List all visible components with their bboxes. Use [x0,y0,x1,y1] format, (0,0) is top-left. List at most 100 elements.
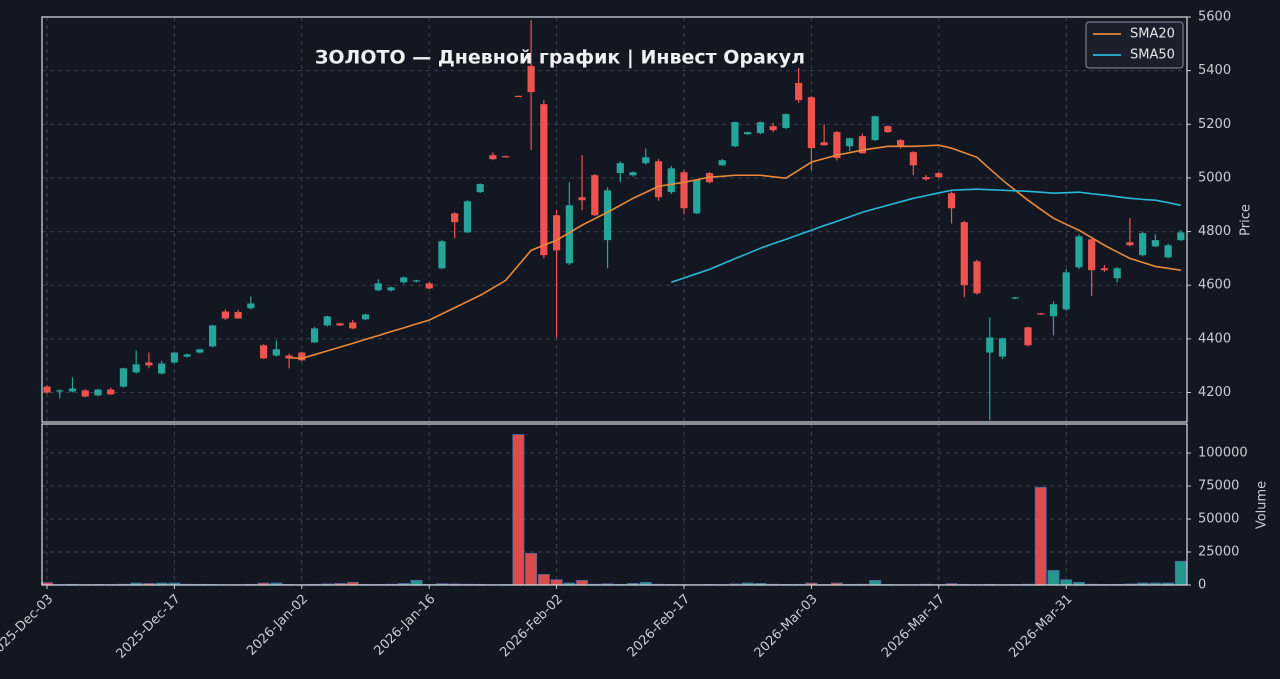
candle-body [158,363,166,374]
candle-body [795,82,803,101]
candle-body [565,205,573,264]
candle-body [553,215,561,251]
candle-body [1062,272,1070,310]
volume-tick-label: 75000 [1198,479,1239,494]
candle-body [731,122,739,147]
price-panel-frame [41,16,1188,423]
candle-body [234,312,242,319]
candle-body [1011,297,1019,299]
candle-body [693,180,701,214]
candle-body [591,175,599,216]
candle-body [629,172,637,176]
candle-body [387,287,395,291]
candle-body [361,314,370,320]
y-axis-label: Price [1239,204,1254,236]
candle-body [514,95,522,98]
candle-body [1126,242,1134,246]
candle-body [896,140,905,147]
sma-line [671,188,1182,284]
candle-body [1151,240,1159,247]
candle-body [425,283,433,289]
volume-panel-frame [41,423,1188,586]
candle-body [247,303,255,309]
candle-body [807,97,815,149]
candle-body [922,177,930,180]
candle-body [744,132,752,135]
y-tick-label: 5400 [1198,63,1231,78]
candle-body [1100,268,1109,271]
candle-body [935,173,943,178]
candle-body [209,325,217,347]
candle-body [107,389,115,395]
candle-body [170,352,178,363]
candle-body [1177,232,1185,241]
candle-body [349,322,357,329]
candle-body [94,389,102,396]
candle-body [272,349,280,356]
legend-label: SMA50 [1130,48,1175,63]
candle-body [909,152,917,166]
volume-tick-label: 50000 [1198,512,1239,527]
legend: SMA20 SMA50 [1085,21,1184,69]
candle-body [196,349,204,353]
volume-bar [410,579,423,586]
candle-body [285,355,293,359]
volume-bar [1047,570,1060,586]
volume-bar [869,579,882,586]
candle-body [540,104,548,256]
candle-body [323,316,331,326]
candle-body [642,157,650,164]
candle-body [833,132,841,159]
candle-body [718,160,726,166]
candle-body [986,337,994,353]
candle-body [846,138,854,147]
candle-body [298,352,306,361]
candle-body [1037,313,1045,315]
candle-body [680,172,688,209]
volume-bar [512,434,525,586]
candle-body [1164,245,1172,258]
candle-body [43,386,51,393]
candle-body [145,362,153,366]
candle-body [183,354,191,357]
y-tick-label: 4200 [1198,385,1231,400]
y-tick-label: 5200 [1198,117,1231,132]
volume-bar [550,579,563,586]
candle-body [463,201,472,233]
candle-body [132,364,140,373]
y-tick-label: 4400 [1198,331,1231,346]
candle-body [476,184,484,193]
volume-tick-label: 0 [1198,578,1206,593]
y-tick-label: 4800 [1198,224,1231,239]
candle-body [1139,233,1147,256]
candle-body [603,190,612,241]
candle-body [451,213,459,223]
candle-body [1075,236,1083,268]
candle-body [782,114,790,129]
candle-body [400,277,408,283]
volume-axis-label: Volume [1255,481,1270,529]
candle-body [438,241,446,269]
candle-body [578,197,586,201]
candle-body [527,66,535,93]
legend-label: SMA20 [1130,27,1175,42]
candle-body [858,136,866,154]
candle-body [1088,239,1096,271]
candle-body [616,163,624,174]
candle-body [820,142,828,146]
volume-bar [1174,560,1187,586]
candle-body [489,155,497,160]
candle-body [973,261,981,294]
volume-bar [525,552,538,586]
y-tick-label: 5000 [1198,170,1231,185]
y-tick-label: 5600 [1198,10,1231,25]
y-tick-label: 4600 [1198,278,1231,293]
candle-body [1113,268,1121,279]
candle-body [871,116,879,141]
grid-layer [42,16,1191,589]
candle-body [81,390,89,397]
chart-title: ЗОЛОТО — Дневной график | Инвест Оракул [315,47,805,69]
candle-body [502,156,510,158]
